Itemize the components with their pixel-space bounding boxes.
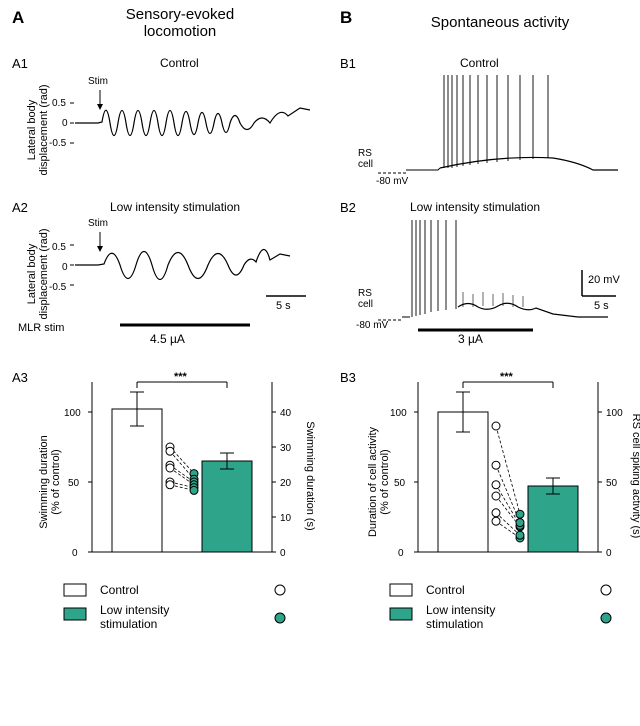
A2-trace (70, 220, 320, 340)
A1-tick2: 0 (62, 118, 68, 129)
A1-tick3: -0.5 (49, 138, 66, 149)
B1-rs: RScell (358, 148, 373, 170)
B3-legend: Control Low intensity stimulation (386, 580, 640, 640)
svg-text:***: *** (500, 372, 514, 383)
svg-text:20: 20 (280, 478, 292, 489)
svg-text:***: *** (174, 372, 188, 383)
label-A3: A3 (12, 370, 28, 385)
A1-tick1: 0.5 (52, 98, 66, 109)
panel-A: A (12, 8, 24, 28)
svg-text:Control: Control (426, 583, 465, 597)
svg-text:50: 50 (68, 478, 80, 489)
svg-text:stimulation: stimulation (100, 617, 157, 631)
svg-text:0: 0 (398, 548, 404, 559)
panel-B: B (340, 8, 352, 28)
B1-condition: Control (460, 56, 499, 70)
col-title-right: Spontaneous activity (400, 14, 600, 31)
A2-ylabel: Lateral bodydisplacement (rad) (26, 214, 50, 334)
B2-trace (378, 212, 628, 342)
col-title-left: Sensory-evokedlocomotion (100, 6, 260, 40)
svg-text:Low intensity: Low intensity (100, 603, 169, 617)
A1-condition: Control (160, 56, 199, 70)
A1-trace (70, 78, 320, 168)
A2-mlr: MLR stim (18, 322, 64, 334)
A3-yleft: Swimming duration(% of control) (38, 412, 62, 552)
A3-legend: Control Low intensity stimulation (60, 580, 320, 640)
A2-tick1: 0.5 (52, 242, 66, 253)
svg-text:stimulation: stimulation (426, 617, 483, 631)
svg-text:0: 0 (606, 548, 612, 559)
B3-yright: RS cell spiking activity (s) (630, 396, 640, 556)
label-A1: A1 (12, 56, 28, 71)
svg-text:100: 100 (390, 408, 407, 419)
label-B1: B1 (340, 56, 356, 71)
A2-tick2: 0 (62, 262, 68, 273)
svg-text:100: 100 (64, 408, 81, 419)
svg-text:Control: Control (100, 583, 139, 597)
svg-text:0: 0 (72, 548, 78, 559)
svg-text:50: 50 (394, 478, 406, 489)
B1-trace (378, 70, 628, 185)
B3-chart: 0 50 100 0 50 100 *** (388, 372, 628, 572)
svg-text:40: 40 (280, 408, 292, 419)
A1-ylabel: Lateral bodydisplacement (rad) (26, 70, 50, 190)
A3-yright: Swimming duration (s) (304, 406, 316, 546)
svg-text:10: 10 (280, 513, 292, 524)
label-A2: A2 (12, 200, 28, 215)
svg-text:30: 30 (280, 443, 292, 454)
svg-text:100: 100 (606, 408, 623, 419)
A2-tick3: -0.5 (49, 282, 66, 293)
label-B2: B2 (340, 200, 356, 215)
svg-text:Low intensity: Low intensity (426, 603, 495, 617)
label-B3: B3 (340, 370, 356, 385)
B2-rs: RScell (358, 288, 373, 310)
A3-chart: 0 50 100 0 10 20 30 40 *** (62, 372, 302, 572)
A2-condition: Low intensity stimulation (110, 200, 240, 214)
svg-text:50: 50 (606, 478, 618, 489)
svg-text:0: 0 (280, 548, 286, 559)
